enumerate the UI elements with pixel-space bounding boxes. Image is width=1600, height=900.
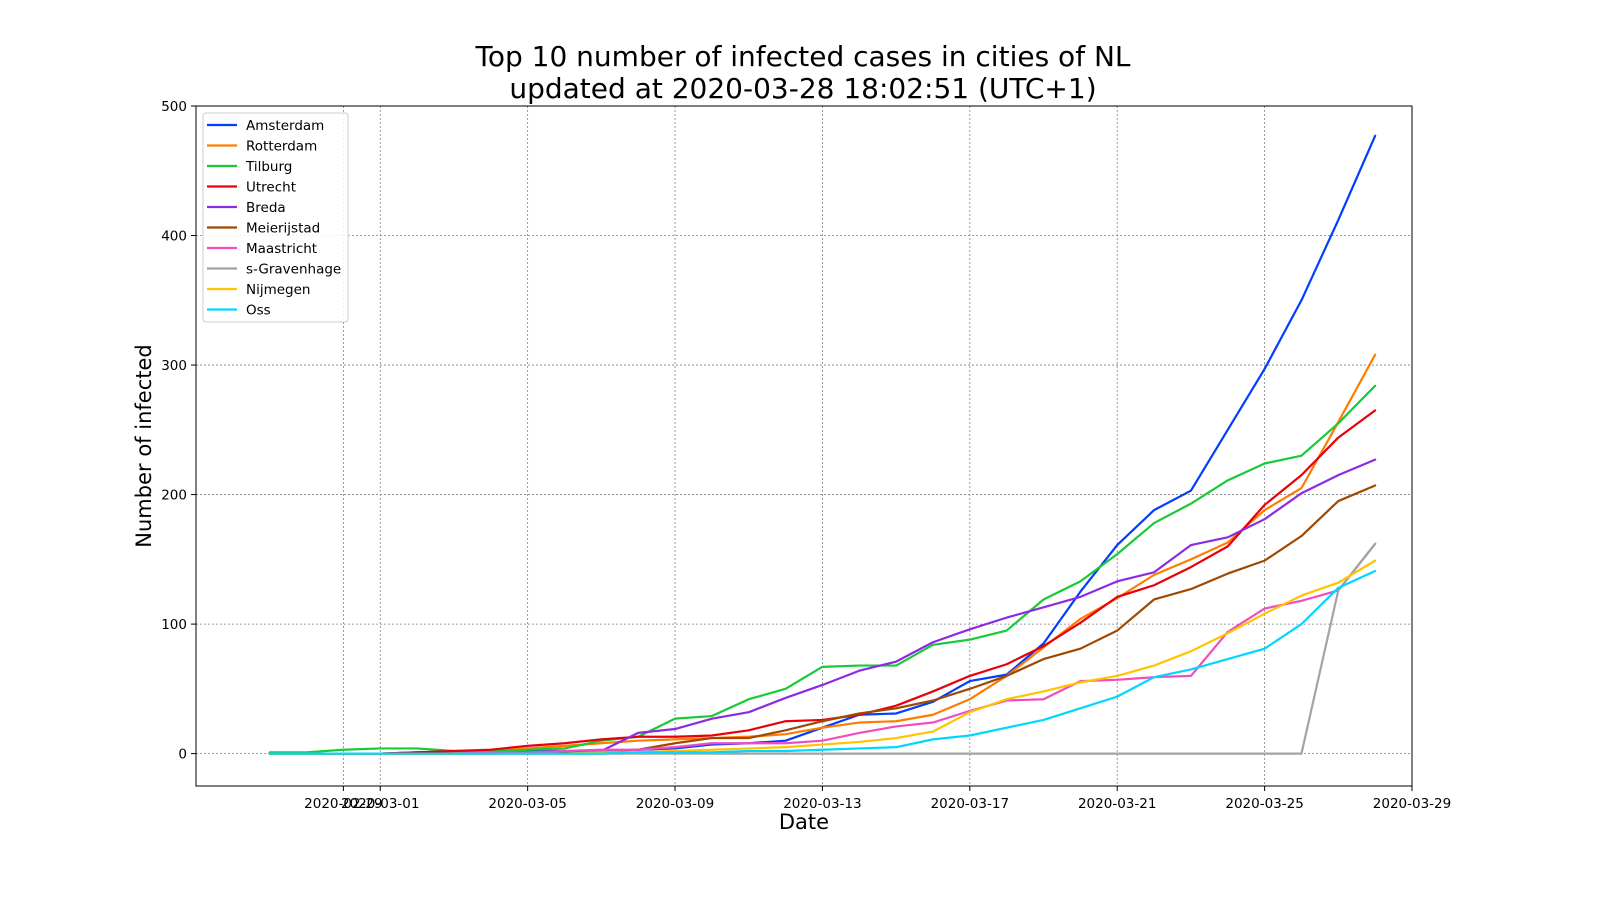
y-tick-label: 0 — [178, 747, 187, 763]
series-line-tilburg — [268, 384, 1377, 754]
series-line-nijmegen — [268, 559, 1377, 755]
legend-label-amsterdam: Amsterdam — [246, 118, 324, 134]
y-tick-label: 300 — [161, 358, 187, 374]
x-tick-label: 2020-03-09 — [636, 796, 714, 812]
plot-area-frame — [195, 105, 1413, 787]
legend-label-maastricht: Maastricht — [246, 241, 317, 257]
legend-label-tilburg: Tilburg — [245, 159, 292, 175]
x-tick-label: 2020-03-17 — [931, 796, 1009, 812]
series-lines — [268, 134, 1377, 755]
legend: Amsterdam Rotterdam Tilburg Utrecht Breda Mei… — [202, 112, 349, 323]
x-tick-label: 2020-03-05 — [488, 796, 566, 812]
legend-label-nijmegen: Nijmegen — [246, 282, 311, 298]
legend-label-oss: Oss — [246, 303, 271, 319]
y-axis-label: Number of infected — [132, 344, 156, 547]
x-tick-label: 2020-03-13 — [783, 796, 861, 812]
legend-frame — [202, 112, 349, 323]
x-tick-label: 2020-02-29 — [304, 796, 382, 812]
x-tick-label: 2020-03-01 — [341, 796, 419, 812]
legend-label-utrecht: Utrecht — [246, 180, 296, 196]
x-tick-label: 2020-03-21 — [1078, 796, 1156, 812]
chart-subtitle: updated at 2020-03-28 18:02:51 (UTC+1) — [509, 72, 1096, 105]
series-line-utrecht — [268, 409, 1377, 755]
legend-label-s-gravenhage: s-Gravenhage — [246, 262, 341, 278]
legend-label-meierijstad: Meierijstad — [246, 221, 320, 237]
series-line-rotterdam — [268, 353, 1377, 755]
y-tick-label: 200 — [161, 488, 187, 504]
y-axis-ticks: 0 100 200 300 400 500 — [161, 99, 196, 763]
x-tick-label: 2020-03-29 — [1373, 796, 1451, 812]
grid-lines — [196, 105, 1413, 786]
x-axis-label: Date — [779, 810, 829, 834]
legend-label-breda: Breda — [246, 200, 286, 216]
series-line-oss — [268, 569, 1377, 755]
x-tick-label: 2020-03-25 — [1225, 796, 1303, 812]
y-tick-label: 400 — [161, 229, 187, 245]
y-tick-label: 500 — [161, 99, 187, 115]
chart-title: Top 10 number of infected cases in citie… — [475, 40, 1131, 73]
y-tick-label: 100 — [161, 617, 187, 633]
series-line-amsterdam — [268, 134, 1377, 755]
legend-label-rotterdam: Rotterdam — [246, 139, 317, 155]
